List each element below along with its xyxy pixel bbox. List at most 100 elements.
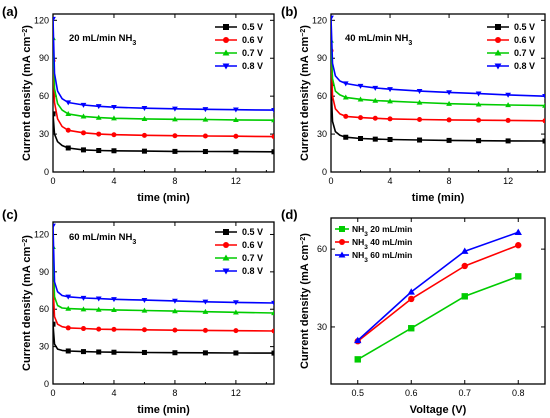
y-axis-title-sup: −2 [22, 239, 29, 247]
data-point [141, 148, 147, 154]
data-point [233, 309, 239, 315]
data-point [65, 145, 71, 151]
data-point [387, 87, 393, 93]
data-point [141, 116, 148, 122]
data-point [202, 308, 209, 314]
data-point [343, 134, 349, 140]
x-axis-title: Voltage (V) [410, 404, 467, 416]
legend-label: NH3 20 mL/min [352, 224, 412, 238]
legend: 0.5 V 0.6 V 0.7 V 0.8 V [215, 227, 263, 276]
legend: 0.5 V 0.6 V 0.7 V 0.8 V [487, 22, 535, 71]
data-point [357, 96, 364, 102]
data-point [141, 106, 148, 112]
data-point [53, 16, 56, 22]
data-point [542, 138, 545, 144]
y-axis-title-close: ) [21, 25, 33, 29]
data-point [514, 228, 522, 235]
x-tick-label: 4 [111, 388, 116, 398]
data-point [65, 110, 72, 116]
y-axis-title: Current density (mA cm−2) [21, 25, 33, 161]
legend-label: NH3 60 mL/min [352, 250, 412, 264]
y-tick-label: 30 [39, 129, 49, 139]
legend-marker [222, 268, 230, 275]
x-axis-title: time (min) [137, 404, 190, 416]
x-tick-label: 0 [50, 388, 55, 398]
legend-label: 0.8 V [514, 61, 535, 71]
data-point [233, 149, 239, 155]
data-point [111, 349, 117, 355]
legend-marker [494, 49, 502, 56]
y-axis-title-main: Current density (mA cm [21, 36, 33, 161]
data-point [515, 242, 522, 249]
legend-marker [339, 226, 345, 232]
data-point [233, 328, 239, 334]
flow-annotation: 40 mL/min NH3 [345, 33, 412, 47]
legend-label: 0.6 V [242, 240, 263, 250]
panel-label: (c) [2, 207, 18, 222]
data-point [172, 148, 178, 154]
x-tick-label: 8 [447, 176, 452, 186]
x-axis-title: time (min) [412, 192, 465, 204]
legend-label-sub: 3 [364, 244, 368, 251]
panel-label: (a) [2, 4, 18, 19]
legend-label-main: NH [352, 224, 364, 234]
plot-frame [52, 13, 275, 173]
legend-marker [223, 242, 229, 248]
legend-label-main: NH [352, 250, 364, 260]
legend-label-rest: 40 mL/min [368, 237, 412, 247]
data-point [172, 350, 178, 356]
legend-marker [223, 229, 229, 235]
series-line [53, 60, 274, 138]
panel-label: (d) [281, 207, 298, 222]
data-point [202, 149, 208, 155]
data-point [446, 137, 452, 143]
data-point [202, 299, 209, 305]
data-point [233, 107, 239, 113]
data-point [372, 115, 378, 121]
series-line [357, 244, 519, 342]
data-point [80, 295, 87, 301]
data-point [271, 134, 274, 140]
data-point [111, 132, 117, 138]
y-tick-label: 30 [317, 322, 327, 332]
data-point [461, 247, 469, 254]
flow-annotation-main: 20 mL/min NH [69, 33, 132, 44]
y-tick-label: 90 [39, 53, 49, 63]
legend-label: 0.7 V [242, 253, 263, 263]
data-point [475, 91, 482, 97]
data-point [357, 83, 364, 89]
data-point [271, 107, 274, 113]
series-3 [53, 16, 274, 113]
y-tick-label: 60 [39, 304, 49, 314]
data-point [172, 106, 178, 112]
y-tick-label: 0 [44, 379, 49, 389]
data-point [358, 115, 364, 121]
data-point [80, 349, 86, 355]
data-point [505, 92, 511, 98]
data-point [271, 149, 274, 155]
data-point [80, 130, 86, 136]
data-point [53, 111, 56, 117]
data-point [476, 117, 482, 123]
series-line [357, 275, 519, 361]
x-tick-label: 0.6 [405, 388, 418, 398]
data-point [233, 300, 239, 306]
data-point [111, 115, 117, 121]
y-axis-title-sup: −2 [22, 29, 29, 37]
data-point [80, 306, 87, 312]
flow-annotation-sub: 3 [132, 40, 136, 47]
y-axis-title-main: Current density (mA cm [299, 244, 311, 369]
legend-marker [495, 37, 501, 43]
data-point [505, 138, 511, 144]
y-axis-title: Current density (mA cm−2) [299, 233, 311, 369]
y-tick-label: 90 [39, 267, 49, 277]
x-tick-label: 0 [328, 176, 333, 186]
plot-frame [330, 217, 546, 385]
data-point [65, 305, 72, 311]
data-point [358, 136, 364, 142]
legend-marker [339, 239, 345, 245]
y-tick-label: 60 [39, 91, 49, 101]
series-line [53, 284, 274, 332]
